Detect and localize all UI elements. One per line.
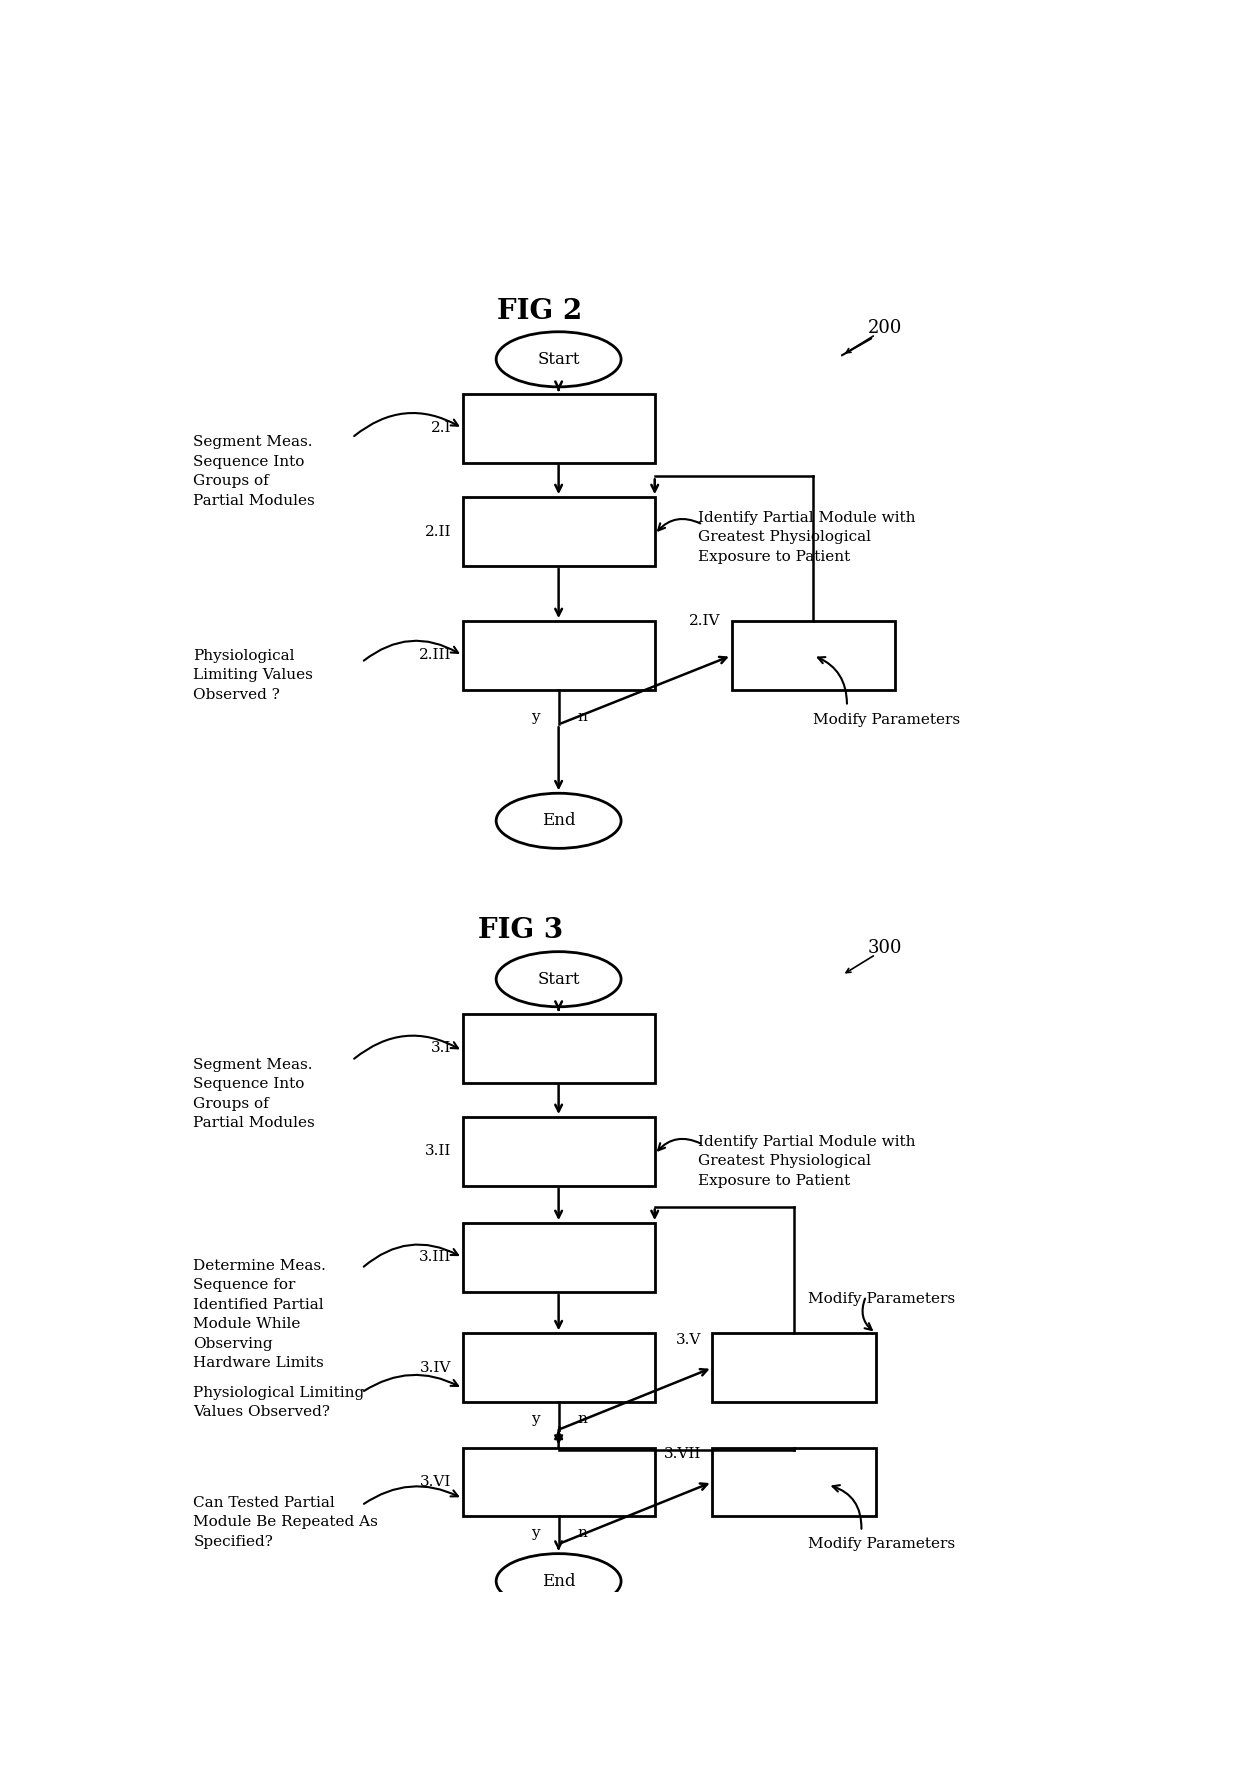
Text: End: End [542, 1573, 575, 1590]
Text: Identify Partial Module with
Greatest Physiological
Exposure to Patient: Identify Partial Module with Greatest Ph… [698, 1134, 915, 1188]
Bar [463, 1014, 655, 1082]
Ellipse shape [496, 952, 621, 1007]
Text: FIG 3: FIG 3 [477, 918, 563, 945]
Text: y: y [531, 1412, 539, 1426]
Text: 2.II: 2.II [424, 524, 451, 538]
Text: n: n [578, 1526, 588, 1540]
Bar [463, 621, 655, 691]
Bar [463, 394, 655, 463]
Text: FIG 2: FIG 2 [497, 297, 582, 324]
Bar [712, 1333, 875, 1403]
Bar [712, 1447, 875, 1517]
Text: y: y [531, 710, 539, 725]
Text: 3.VII: 3.VII [663, 1447, 701, 1462]
Text: End: End [542, 812, 575, 830]
Text: 3.IV: 3.IV [419, 1361, 451, 1374]
Text: 2.IV: 2.IV [688, 614, 720, 628]
Text: Determine Meas.
Sequence for
Identified Partial
Module While
Observing
Hardware : Determine Meas. Sequence for Identified … [193, 1259, 326, 1370]
Text: Segment Meas.
Sequence Into
Groups of
Partial Modules: Segment Meas. Sequence Into Groups of Pa… [193, 435, 315, 508]
Ellipse shape [496, 793, 621, 848]
Text: 300: 300 [868, 939, 903, 957]
Text: 3.VI: 3.VI [419, 1474, 451, 1488]
Bar [463, 497, 655, 565]
Text: 3.III: 3.III [419, 1251, 451, 1265]
Bar [463, 1333, 655, 1403]
Text: Modify Parameters: Modify Parameters [808, 1292, 956, 1306]
Bar [732, 621, 895, 691]
Text: Start: Start [537, 971, 580, 988]
Text: Physiological Limiting
Values Observed?: Physiological Limiting Values Observed? [193, 1385, 365, 1419]
Text: Start: Start [537, 351, 580, 369]
Text: 2.I: 2.I [430, 420, 451, 435]
Text: Modify Parameters: Modify Parameters [813, 714, 961, 728]
Ellipse shape [496, 1553, 621, 1608]
Text: 3.I: 3.I [430, 1041, 451, 1056]
Bar [463, 1447, 655, 1517]
Bar [463, 1224, 655, 1292]
Text: 3.V: 3.V [676, 1333, 701, 1347]
Text: y: y [531, 1526, 539, 1540]
Text: Modify Parameters: Modify Parameters [808, 1537, 956, 1551]
Bar [463, 1116, 655, 1186]
Text: 3.II: 3.II [424, 1145, 451, 1159]
Text: Identify Partial Module with
Greatest Physiological
Exposure to Patient: Identify Partial Module with Greatest Ph… [698, 512, 915, 564]
Text: 200: 200 [868, 318, 903, 336]
Text: n: n [578, 710, 588, 725]
Text: 2.III: 2.III [418, 648, 451, 662]
Text: Can Tested Partial
Module Be Repeated As
Specified?: Can Tested Partial Module Be Repeated As… [193, 1496, 378, 1549]
Text: Physiological
Limiting Values
Observed ?: Physiological Limiting Values Observed ? [193, 649, 314, 701]
Text: n: n [578, 1412, 588, 1426]
Ellipse shape [496, 331, 621, 386]
Text: Segment Meas.
Sequence Into
Groups of
Partial Modules: Segment Meas. Sequence Into Groups of Pa… [193, 1057, 315, 1131]
